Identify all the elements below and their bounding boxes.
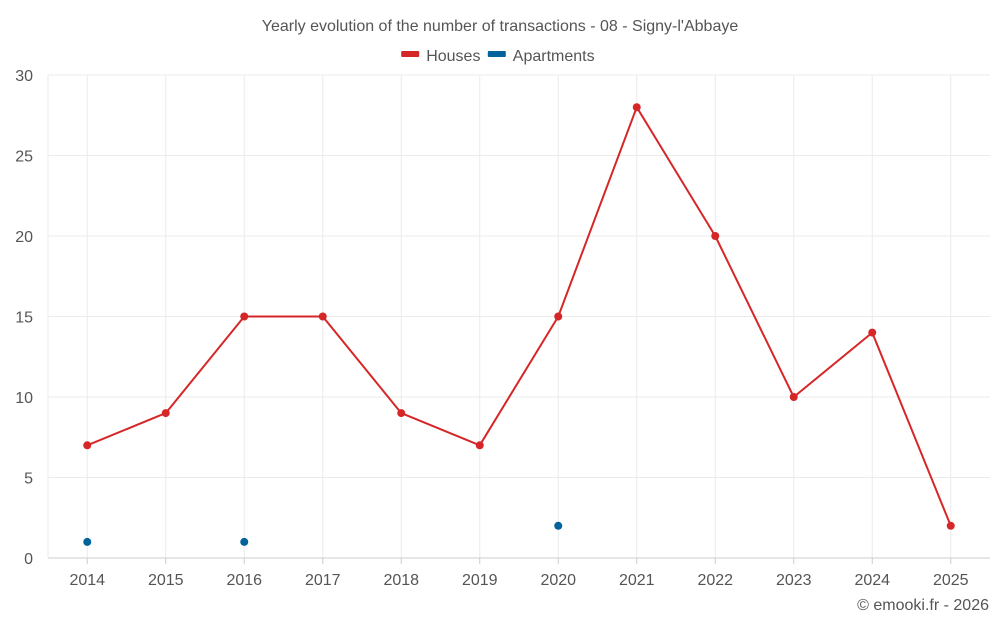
- x-tick-label: 2019: [462, 572, 498, 589]
- data-point-houses-2016[interactable]: [240, 312, 249, 321]
- x-tick-label: 2020: [540, 572, 576, 589]
- x-tick-label: 2014: [69, 572, 105, 589]
- y-tick-label: 15: [15, 310, 33, 327]
- x-axis-ticks: 2014 2015 2016 2017 2018 2019 2020 2021 2022 2023…: [69, 558, 969, 589]
- y-tick-label: 5: [24, 471, 33, 488]
- legend-item-houses[interactable]: Houses: [401, 48, 480, 65]
- series-layer: [83, 103, 955, 546]
- credit-text: © emooki.fr - 2026: [857, 597, 989, 614]
- legend-swatch-houses: [401, 51, 420, 57]
- y-tick-label: 20: [15, 229, 33, 246]
- data-point-houses-2023[interactable]: [789, 393, 798, 401]
- x-tick-label: 2015: [148, 572, 184, 589]
- series-apartments: [83, 521, 563, 546]
- y-tick-label: 0: [24, 551, 33, 568]
- x-tick-label: 2022: [697, 572, 733, 589]
- data-point-houses-2022[interactable]: [711, 232, 720, 240]
- legend-label-apartments: Apartments: [513, 48, 595, 65]
- legend-swatch-apartments: [487, 51, 506, 57]
- data-point-apartments-2020[interactable]: [554, 521, 563, 530]
- x-tick-label: 2023: [776, 572, 812, 589]
- y-axis-ticks: 0 5 10 15 20 25 30: [15, 68, 33, 568]
- y-tick-label: 30: [15, 68, 33, 85]
- axes: [47, 75, 990, 559]
- y-tick-label: 10: [15, 390, 33, 407]
- data-point-houses-2025[interactable]: [946, 521, 955, 530]
- y-tick-label: 25: [15, 149, 33, 166]
- data-point-houses-2021[interactable]: [632, 103, 641, 112]
- data-point-houses-2020[interactable]: [554, 312, 563, 321]
- x-tick-label: 2017: [305, 572, 341, 589]
- data-point-houses-2024[interactable]: [868, 328, 877, 337]
- data-point-houses-2014[interactable]: [83, 441, 92, 450]
- x-tick-label: 2025: [933, 572, 969, 589]
- data-point-apartments-2014[interactable]: [83, 537, 92, 546]
- x-tick-label: 2018: [383, 572, 419, 589]
- data-point-houses-2018[interactable]: [397, 409, 406, 418]
- legend-label-houses: Houses: [426, 48, 480, 65]
- data-point-houses-2015[interactable]: [161, 409, 170, 418]
- x-tick-label: 2024: [854, 572, 890, 589]
- series-houses: [83, 103, 955, 530]
- data-point-apartments-2016[interactable]: [240, 537, 249, 546]
- data-point-houses-2017[interactable]: [318, 312, 327, 321]
- x-tick-label: 2021: [619, 572, 655, 589]
- x-tick-label: 2016: [226, 572, 262, 589]
- grid-lines: [48, 74, 990, 558]
- chart-title: Yearly evolution of the number of transa…: [262, 18, 739, 35]
- series-line-houses: [86, 106, 952, 527]
- data-point-houses-2019[interactable]: [475, 441, 484, 450]
- legend: Houses Apartments: [401, 48, 595, 65]
- legend-item-apartments[interactable]: Apartments: [487, 48, 595, 65]
